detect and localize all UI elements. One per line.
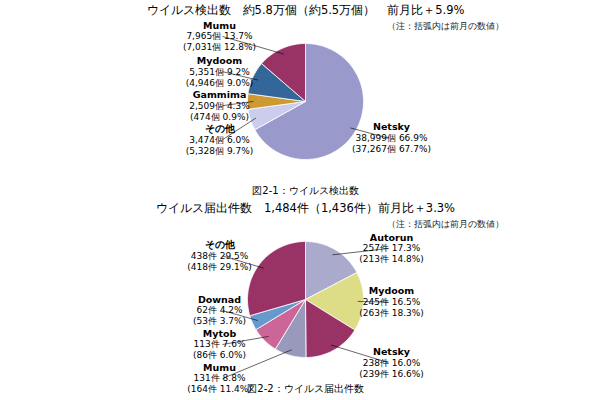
svg-text:131件 8.8%: 131件 8.8% [194,373,246,383]
svg-text:ウイルス届出件数 1,484件（1,436件）前月比＋3.3: ウイルス届出件数 1,484件（1,436件）前月比＋3.3% [156,201,455,215]
svg-text:(263件 18.3%): (263件 18.3%) [359,308,424,318]
svg-text:(239件 16.6%): (239件 16.6%) [359,369,424,379]
svg-text:Mumu: Mumu [203,20,236,31]
svg-text:257件 17.3%: 257件 17.3% [363,243,421,253]
svg-text:Gammima: Gammima [193,89,247,100]
svg-text:（注：括弧内は前月の数値）: （注：括弧内は前月の数値） [387,21,504,31]
svg-text:Mytob: Mytob [203,328,237,339]
svg-text:図2-1：ウイルス検出数: 図2-1：ウイルス検出数 [252,185,358,196]
svg-text:図2-2：ウイルス届出件数: 図2-2：ウイルス届出件数 [247,383,363,394]
svg-text:38,999個 66.9%: 38,999個 66.9% [356,133,428,143]
svg-text:(37,267個 67.7%): (37,267個 67.7%) [352,144,431,154]
svg-text:(86件 6.0%): (86件 6.0%) [193,350,246,360]
svg-text:（注：括弧内は前月の数値）: （注：括弧内は前月の数値） [387,219,504,229]
svg-text:(213件 14.8%): (213件 14.8%) [359,254,424,264]
svg-text:(164件 11.4%): (164件 11.4%) [187,384,252,394]
svg-text:7,965個 13.7%: 7,965個 13.7% [186,31,253,41]
svg-text:2,509個 4.3%: 2,509個 4.3% [189,101,250,111]
svg-text:(5,328個 9.7%): (5,328個 9.7%) [186,146,254,156]
svg-text:Autorun: Autorun [370,232,414,243]
svg-text:5,351個 9.2%: 5,351個 9.2% [189,67,250,77]
svg-text:ウイルス検出数 約5.8万個（約5.5万個） 前月比＋5.9: ウイルス検出数 約5.8万個（約5.5万個） 前月比＋5.9% [147,3,465,17]
svg-text:その他: その他 [205,123,236,134]
svg-text:3,474個 6.0%: 3,474個 6.0% [189,135,250,145]
svg-text:Netsky: Netsky [373,121,411,132]
svg-text:438件 29.5%: 438件 29.5% [191,251,249,261]
svg-text:113件 7.6%: 113件 7.6% [194,339,246,349]
svg-text:(53件 3.7%): (53件 3.7%) [193,316,246,326]
svg-text:(4,946個 9.0%): (4,946個 9.0%) [186,78,254,88]
svg-text:(474個 0.9%): (474個 0.9%) [190,112,249,122]
svg-text:Mumu: Mumu [203,362,236,373]
svg-text:245件 16.5%: 245件 16.5% [363,297,421,307]
svg-text:238件 16.0%: 238件 16.0% [363,358,421,368]
svg-text:Mydoom: Mydoom [197,55,242,66]
svg-text:62件 4.2%: 62件 4.2% [196,305,243,315]
svg-text:(418件 29.1%): (418件 29.1%) [187,262,252,272]
svg-text:Downad: Downad [198,294,241,305]
svg-text:(7,031個 12.8%): (7,031個 12.8%) [183,42,256,52]
svg-text:Netsky: Netsky [373,346,411,357]
svg-text:Mydoom: Mydoom [369,285,414,296]
svg-text:その他: その他 [205,239,236,250]
